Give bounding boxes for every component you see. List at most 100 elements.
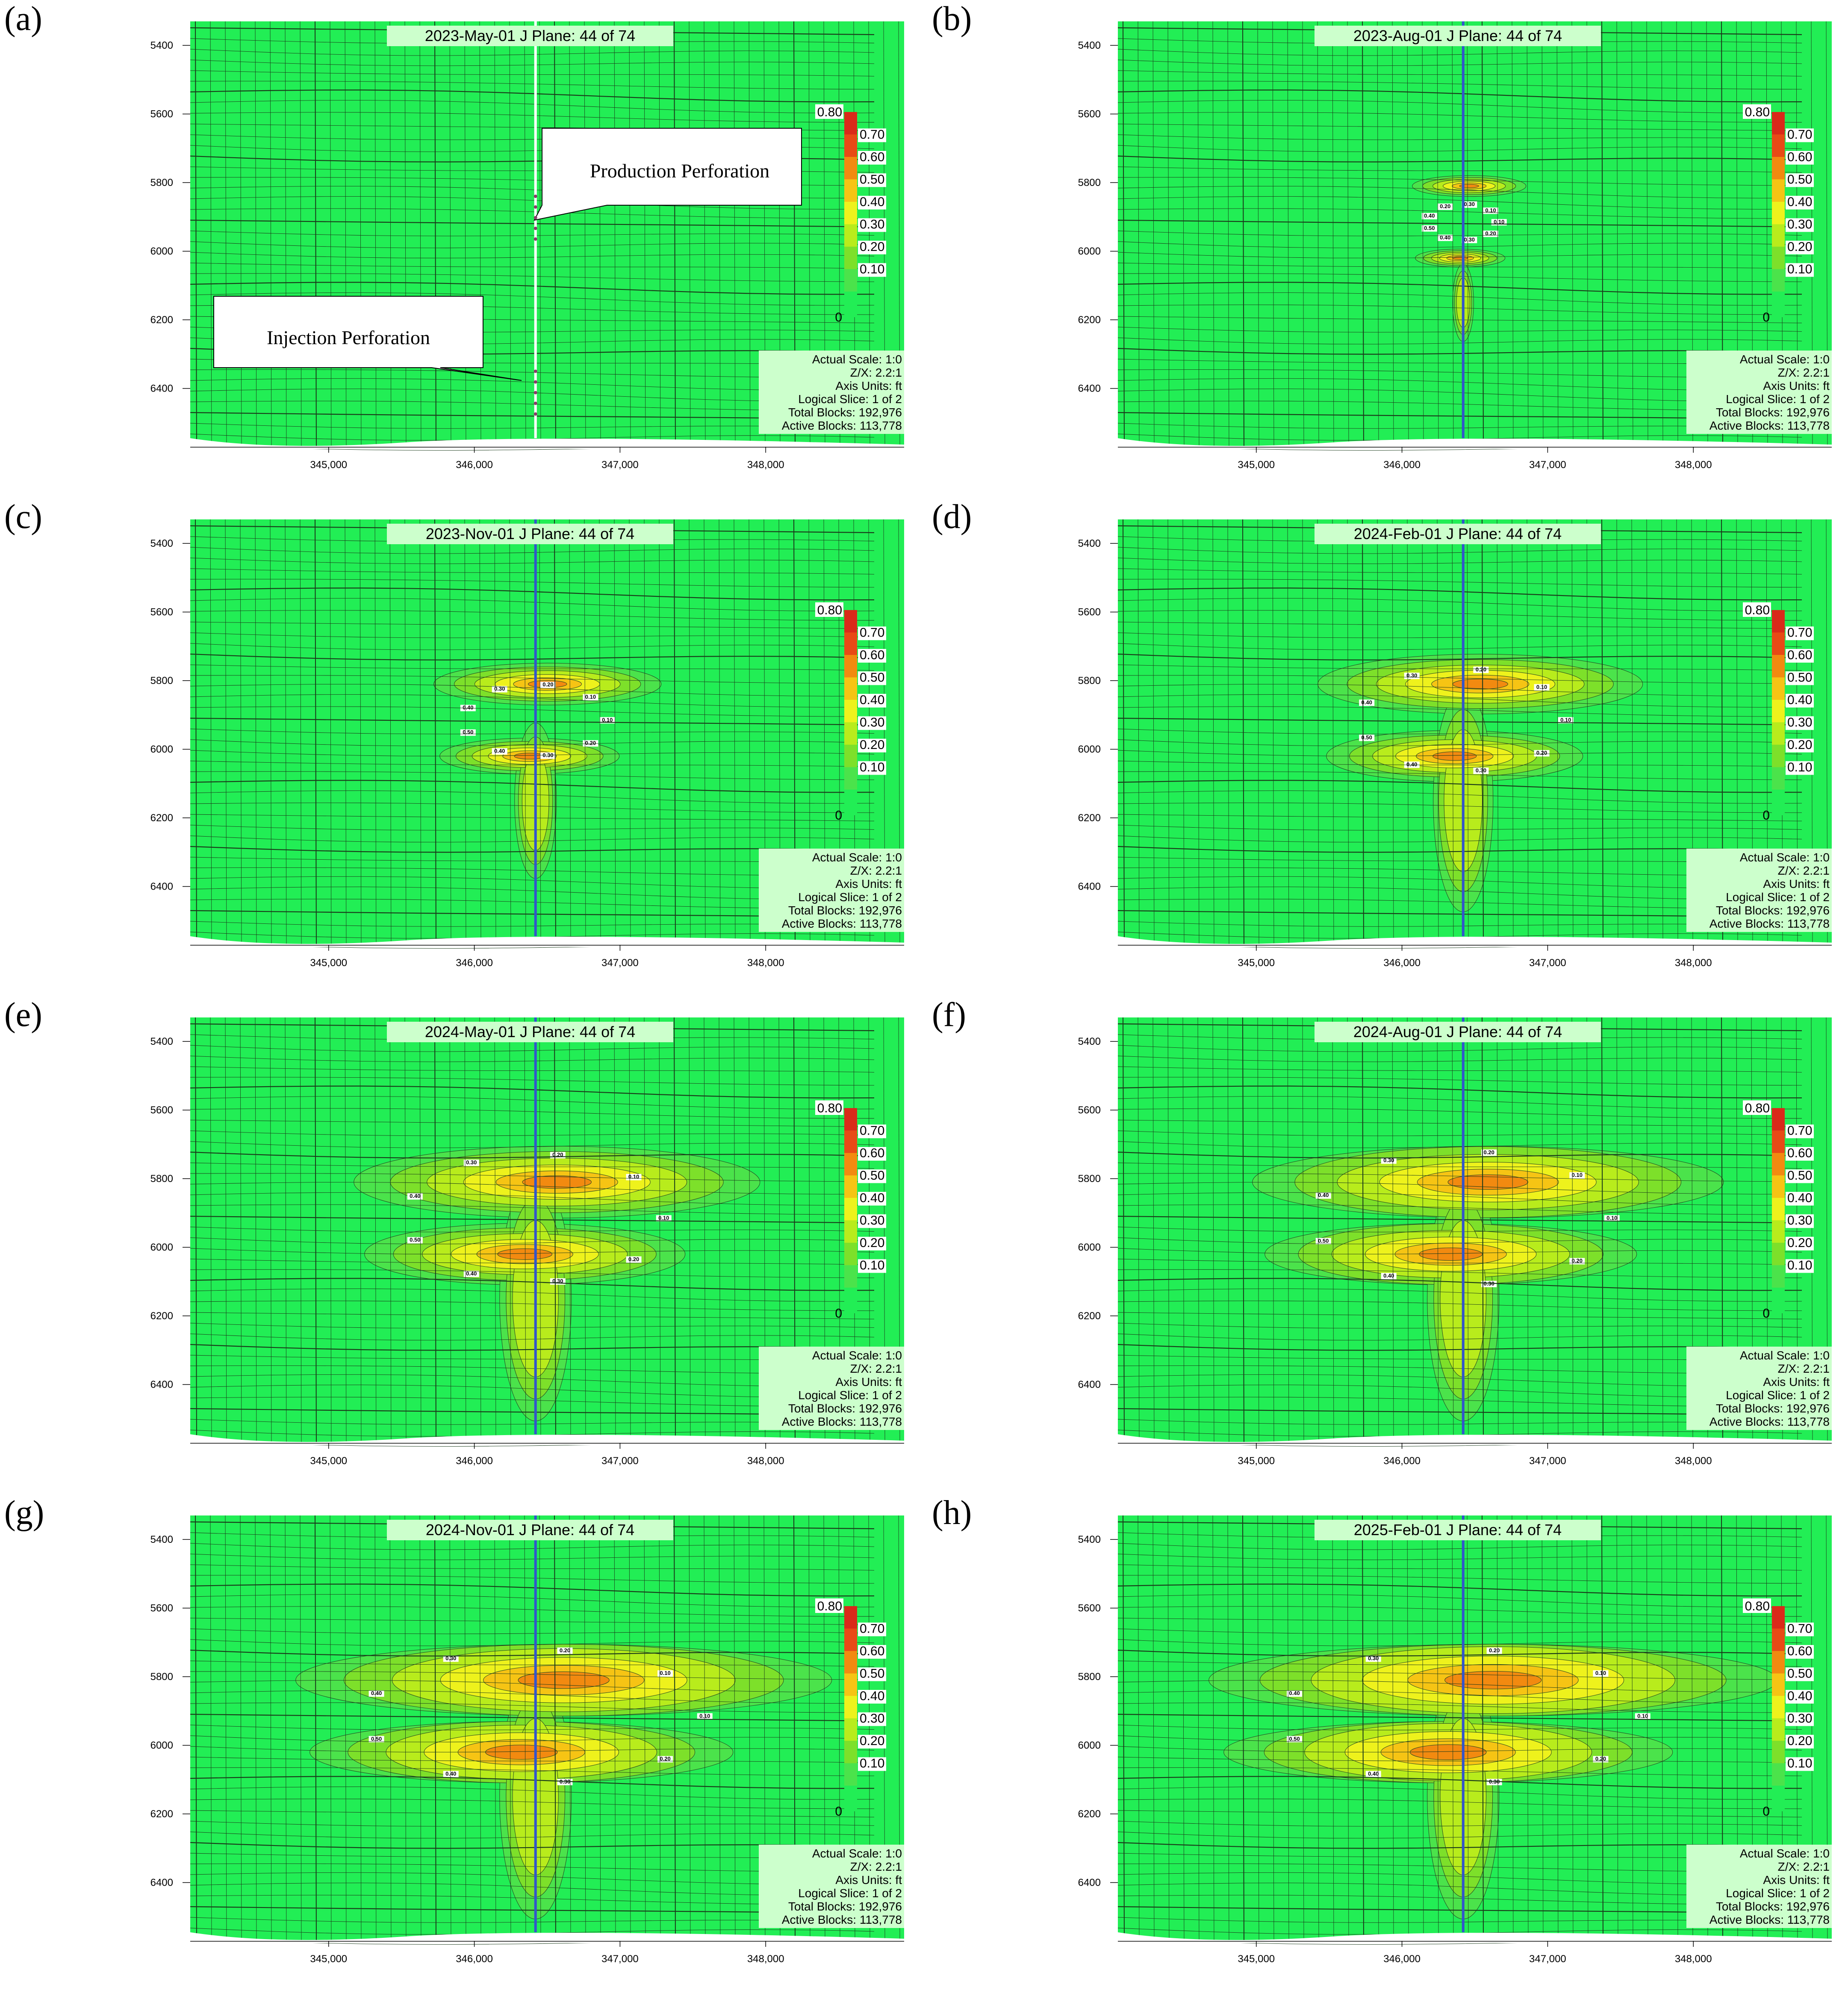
grid-column-line [1482,1017,1484,1443]
contour-label-bg [1486,1647,1502,1654]
x-tick-label: 348,000 [1675,1953,1712,1965]
grid-column-line [1227,519,1229,945]
grid-column-line [195,1017,197,1443]
grid-layer-line [1117,802,1802,813]
colorbar-tick-label: 0.70 [860,626,884,640]
grid-layer-line [190,684,875,696]
colorbar-tick-bg [858,626,886,640]
colorbar-segment [1772,1606,1785,1629]
grid-column-line [404,21,407,447]
info-line: Total Blocks: 192,976 [788,904,902,917]
bottom-boundary [190,1932,904,1943]
info-line: Active Blocks: 113,778 [782,917,902,930]
grid-column-line [1676,519,1678,945]
grid-column-line [1616,519,1618,945]
colorbar-tick-label: 0.20 [860,738,884,752]
grid-column-line [719,519,721,945]
grid-column-line [599,21,601,447]
grid-column-line [374,1515,377,1941]
grid-layer-line [1117,717,1802,725]
panel-svg: (e) 0.10 0.20 0.30 0.40 0.50 0.40 0.30 0.20 0.10 2… [4,996,904,1467]
grid-column-line [479,1017,481,1443]
colorbar-tick-label: 0.20 [860,240,884,254]
grid-layer-line [190,1725,875,1731]
grid-column-line [1212,21,1214,447]
y-tick-label: 6000 [150,744,173,755]
contour-label: 0.40 [1421,212,1437,220]
grid-column-line [614,1515,616,1941]
grid-column-line [345,1515,347,1941]
grid-column-line [1422,21,1424,447]
grid-column-line [1287,1017,1289,1443]
info-box-background [759,1347,904,1430]
colorbar-tick-label: 0.30 [860,716,884,730]
x-tick-label: 347,000 [1529,459,1566,471]
colorbar-segment [844,745,857,767]
colorbar-tick-label: 0.40 [1787,195,1812,209]
colorbar-segment [844,722,857,745]
y-tick-label: 5600 [150,1603,173,1614]
grid-column-line [1317,1515,1319,1941]
colorbar: 0.80 0.10 0.20 0.30 0.40 0.50 0.60 0.70 0 [1743,104,1814,324]
y-tick-label: 6400 [1078,1877,1101,1889]
colorbar-tick-bg [858,1645,886,1659]
contour-label: 0.20 [540,681,556,688]
colorbar-tick-bg [1786,151,1814,165]
grid-layer-line [190,694,875,708]
injection-perforation-dot [533,391,537,395]
colorbar-tick-label: 0.30 [1787,1712,1812,1726]
colorbar-tick-label: 0.60 [860,648,884,662]
grid-column-line [1437,519,1439,945]
contour-label-bg [492,686,507,693]
grid-layer-line [190,196,875,209]
title-text: 2024-May-01 J Plane: 44 of 74 [425,1023,635,1041]
y-tick-label: 6200 [150,1808,173,1820]
grid-column-line [1422,519,1424,945]
panel-svg: (g) 0.10 0.20 0.30 0.40 0.50 0.40 0.30 0.20 0.10 2… [4,1494,904,1965]
info-box-background [759,351,904,434]
contour-label: 0.30 [463,1159,479,1166]
grid-column-line [539,1017,541,1443]
grid-layer-line [190,81,875,90]
info-line: Total Blocks: 192,976 [788,1900,902,1913]
info-line: Axis Units: ft [1763,379,1830,392]
x-tick-label: 347,000 [1529,957,1566,969]
production-callout-box [533,128,802,221]
colorbar-tick-label: 0.10 [860,1259,884,1273]
grid-column-line [1182,1017,1185,1443]
grid-layer-line [1117,155,1802,162]
grid-column-line [614,1017,616,1443]
grid-column-line [659,1017,661,1443]
panel-title: 2024-Nov-01 J Plane: 44 of 74 [387,1520,673,1540]
grid-column-line [389,1017,392,1443]
grid-layer-line [190,579,875,588]
info-line: Logical Slice: 1 of 2 [798,1887,902,1900]
contour-label-bg [1421,225,1437,232]
contour-label-bg [1365,1655,1381,1662]
panel-svg: (f) 0.10 0.20 0.30 0.40 0.50 0.40 0.30 0.20 0.10 2… [932,996,1832,1467]
colorbar-tick-label: 0.60 [1787,648,1812,662]
production-perforation-dot [533,237,537,241]
contour-label: 0.40 [1359,699,1375,706]
colorbar-segment [844,179,857,202]
colorbar-segment [844,767,857,790]
grid-layer-line [190,1192,875,1206]
colorbar-max-bg [1743,104,1771,119]
x-tick-label: 348,000 [1675,459,1712,471]
contour-label-text: 0.10 [602,716,613,723]
y-tick-label: 6000 [1078,744,1101,755]
colorbar-tick-bg [858,241,886,254]
info-line: Active Blocks: 113,778 [1709,419,1830,432]
panel-title: 2024-Feb-01 J Plane: 44 of 74 [1315,524,1601,544]
title-background [387,1022,673,1042]
colorbar-tick-bg [858,649,886,663]
grid-column-line [270,1515,272,1941]
grid-layer-line [190,100,875,113]
grid-column-line [330,21,332,447]
colorbar-tick-bg [1786,626,1814,640]
title-text: 2023-Nov-01 J Plane: 44 of 74 [426,525,634,542]
panel-h: (h) 0.10 0.20 0.30 0.40 0.50 0.40 0.30 0.20 0.10 2… [928,1494,1848,1990]
colorbar-tick-label: 0.50 [860,671,884,685]
grid-layer-line [1117,186,1802,198]
